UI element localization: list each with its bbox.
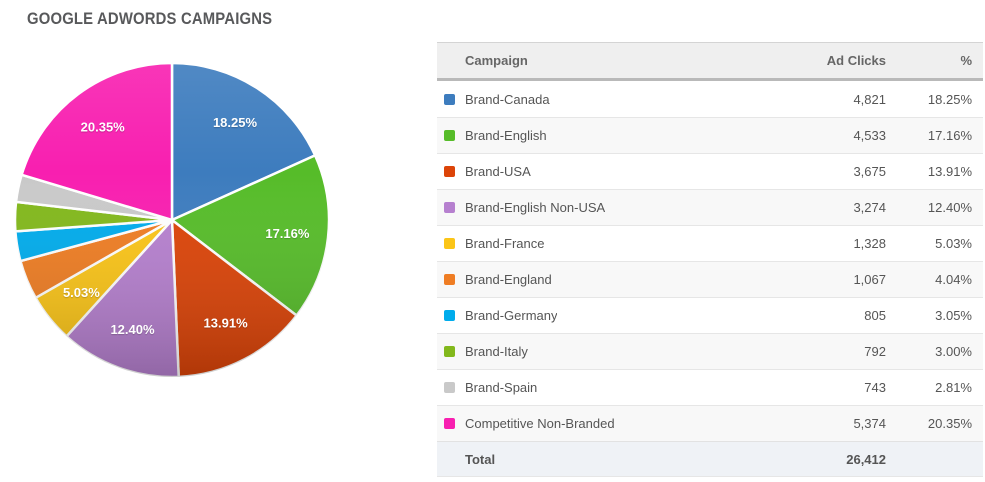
table-row[interactable]: Brand-English Non-USA 3,274 12.40% xyxy=(437,189,983,225)
series-color-swatch xyxy=(444,418,455,429)
ad-clicks-cell: 792 xyxy=(864,344,886,359)
pie-slice-label: 20.35% xyxy=(81,119,126,134)
percent-cell: 18.25% xyxy=(927,91,972,107)
pie-chart-svg: 18.25% 17.16% 13.91% 12.40% 5.03% 20.35% xyxy=(13,61,331,379)
percent-cell: 12.40% xyxy=(927,200,972,215)
pie-slice-label: 12.40% xyxy=(110,322,155,337)
series-color-swatch xyxy=(444,93,455,105)
campaign-name: Brand-USA xyxy=(465,164,531,179)
series-color-swatch xyxy=(444,130,455,141)
campaign-table: Campaign Ad Clicks % Brand-Canada 4,821 18… xyxy=(437,42,983,477)
page-title: GOOGLE ADWORDS CAMPAIGNS xyxy=(27,10,273,28)
percent-cell: 5.03% xyxy=(935,236,972,251)
series-color-swatch xyxy=(444,202,455,213)
series-color-swatch xyxy=(444,166,455,177)
pie-slice-label: 5.03% xyxy=(63,285,100,300)
table-total-row: Total 26,412 xyxy=(437,441,983,477)
ad-clicks-cell: 743 xyxy=(864,380,886,395)
table-row[interactable]: Brand-Spain 743 2.81% xyxy=(437,369,983,405)
table-row[interactable]: Brand-USA 3,675 13.91% xyxy=(437,153,983,189)
campaign-name: Brand-England xyxy=(465,272,552,287)
ad-clicks-cell: 1,328 xyxy=(853,236,886,251)
table-row[interactable]: Brand-England 1,067 4.04% xyxy=(437,261,983,297)
ad-clicks-cell: 4,533 xyxy=(853,128,886,143)
campaign-name: Brand-English xyxy=(465,128,547,143)
ad-clicks-cell: 3,274 xyxy=(853,200,886,215)
column-header-campaign[interactable]: Campaign xyxy=(465,53,528,68)
series-color-swatch xyxy=(444,274,455,285)
table-header-row: Campaign Ad Clicks % xyxy=(437,42,983,81)
pie-slice-label: 17.16% xyxy=(265,226,310,241)
campaign-cell: Brand-Germany xyxy=(437,308,746,323)
campaign-cell: Brand-English Non-USA xyxy=(437,200,746,215)
campaign-cell: Brand-Italy xyxy=(437,344,746,359)
table-row[interactable]: Brand-Canada 4,821 18.25% xyxy=(437,81,983,117)
total-ad-clicks: 26,412 xyxy=(846,451,886,467)
column-header-ad-clicks[interactable]: Ad Clicks xyxy=(826,53,886,68)
ad-clicks-cell: 1,067 xyxy=(853,272,886,287)
campaign-name: Brand-Spain xyxy=(465,380,538,395)
ad-clicks-cell: 4,821 xyxy=(853,91,886,107)
ad-clicks-cell: 805 xyxy=(864,308,886,323)
ad-clicks-cell: 3,675 xyxy=(853,164,886,179)
campaign-cell: Competitive Non-Branded xyxy=(437,416,746,431)
ad-clicks-cell: 5,374 xyxy=(853,416,886,431)
table-row[interactable]: Brand-English 4,533 17.16% xyxy=(437,117,983,153)
campaign-name: Competitive Non-Branded xyxy=(465,416,615,431)
percent-cell: 13.91% xyxy=(927,164,972,179)
percent-cell: 3.05% xyxy=(935,308,972,323)
campaign-name: Brand-France xyxy=(465,236,545,251)
campaign-name: Brand-Canada xyxy=(465,91,550,107)
campaign-cell: Brand-English xyxy=(437,128,746,143)
pie-slice-label: 18.25% xyxy=(213,115,258,130)
percent-cell: 3.00% xyxy=(935,344,972,359)
table-row[interactable]: Brand-Italy 792 3.00% xyxy=(437,333,983,369)
campaign-cell: Brand-USA xyxy=(437,164,746,179)
campaign-cell: Brand-Spain xyxy=(437,380,746,395)
series-color-swatch xyxy=(444,382,455,393)
campaign-cell: Brand-Canada xyxy=(437,92,746,107)
campaign-name: Brand-English Non-USA xyxy=(465,200,606,215)
percent-cell: 20.35% xyxy=(927,416,972,431)
table-row[interactable]: Competitive Non-Branded 5,374 20.35% xyxy=(437,405,983,441)
campaign-cell: Brand-France xyxy=(437,236,746,251)
total-label: Total xyxy=(465,451,496,467)
pie-chart: 18.25% 17.16% 13.91% 12.40% 5.03% 20.35% xyxy=(12,60,332,380)
table-row[interactable]: Brand-Germany 805 3.05% xyxy=(437,297,983,333)
campaign-name: Brand-Germany xyxy=(465,308,558,323)
table-body: Brand-Canada 4,821 18.25% Brand-English 4,53… xyxy=(437,81,983,441)
series-color-swatch xyxy=(444,310,455,321)
campaign-cell: Brand-England xyxy=(437,272,746,287)
campaign-name: Brand-Italy xyxy=(465,344,528,359)
percent-cell: 4.04% xyxy=(935,272,972,287)
percent-cell: 2.81% xyxy=(935,380,972,395)
table-row[interactable]: Brand-France 1,328 5.03% xyxy=(437,225,983,261)
percent-cell: 17.16% xyxy=(927,128,972,143)
pie-slice-label: 13.91% xyxy=(204,316,249,331)
series-color-swatch xyxy=(444,346,455,357)
series-color-swatch xyxy=(444,238,455,249)
column-header-percent[interactable]: % xyxy=(960,53,972,68)
